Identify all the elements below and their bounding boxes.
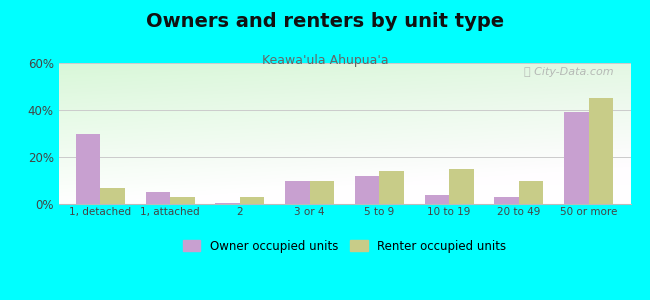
Bar <box>309 181 334 204</box>
Bar <box>170 197 194 204</box>
Text: Keawa'ula Ahupua'a: Keawa'ula Ahupua'a <box>262 54 388 67</box>
Bar <box>76 134 100 204</box>
Bar <box>215 203 240 204</box>
Text: ⓘ City-Data.com: ⓘ City-Data.com <box>524 67 614 77</box>
Text: Owners and renters by unit type: Owners and renters by unit type <box>146 12 504 31</box>
Bar <box>100 188 125 204</box>
Bar <box>564 112 589 204</box>
Bar <box>146 192 170 204</box>
Bar <box>285 181 309 204</box>
Bar <box>589 98 613 204</box>
Bar <box>380 171 404 204</box>
Bar <box>240 197 265 204</box>
Bar <box>424 195 449 204</box>
Legend: Owner occupied units, Renter occupied units: Owner occupied units, Renter occupied un… <box>178 235 511 257</box>
Bar <box>355 176 380 204</box>
Bar <box>449 169 474 204</box>
Bar <box>495 197 519 204</box>
Bar <box>519 181 543 204</box>
